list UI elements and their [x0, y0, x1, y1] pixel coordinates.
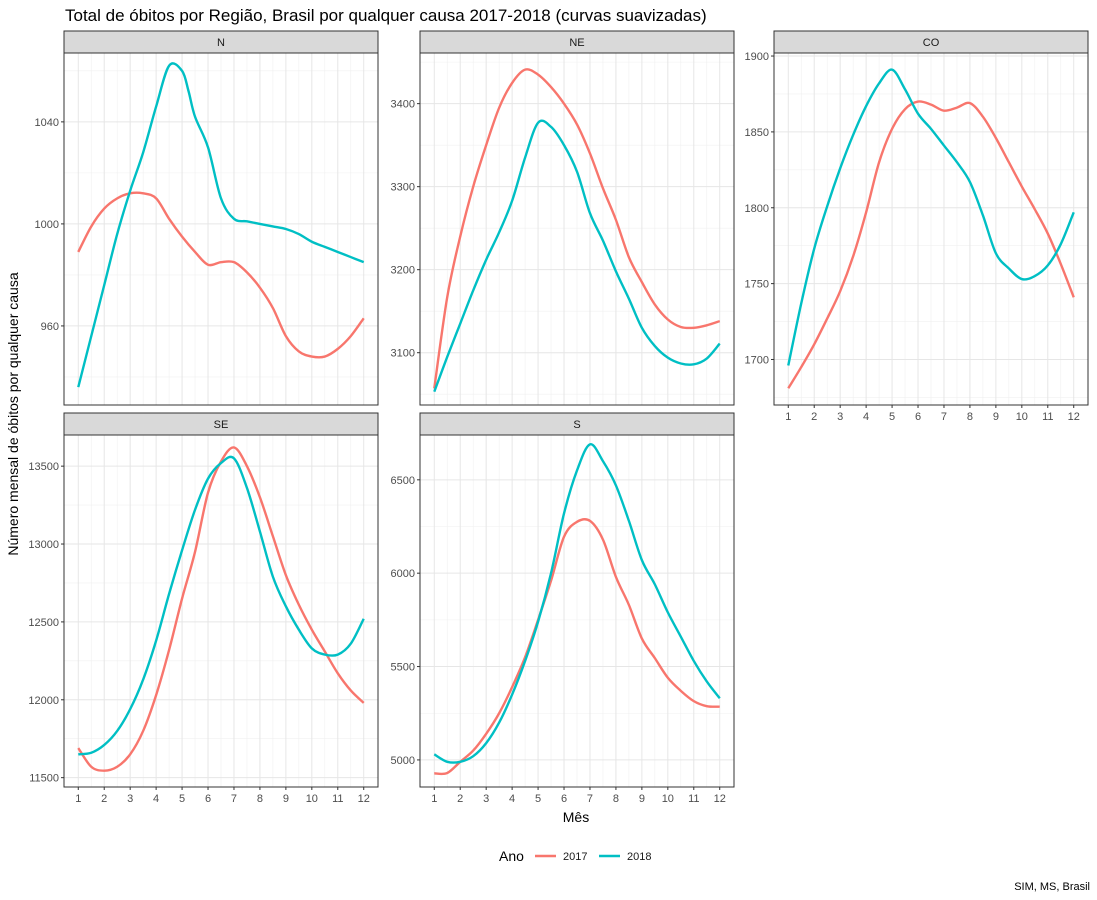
caption-source: SIM, MS, Brasil [1014, 881, 1090, 893]
chart-title: Total de óbitos por Região, Brasil por q… [65, 6, 707, 25]
x-tick-label: 6 [561, 793, 567, 805]
y-tick-label: 6500 [391, 475, 415, 487]
y-tick-label: 12000 [28, 695, 59, 707]
series-line-2017-ne [433, 68, 721, 389]
x-tick-label: 12 [714, 793, 726, 805]
x-tick-label: 3 [837, 411, 843, 423]
series-line-2018-n [77, 62, 365, 388]
x-tick-label: 6 [915, 411, 921, 423]
facet-strip-label: S [573, 419, 580, 431]
x-tick-label: 9 [639, 793, 645, 805]
y-tick-label: 1800 [745, 203, 769, 215]
x-tick-label: 5 [889, 411, 895, 423]
legend-label-2018: 2018 [627, 851, 651, 863]
facet-panel-ne: NE 3100 3200 3300 3400 [391, 30, 735, 406]
y-tick-label: 12500 [28, 617, 59, 629]
x-tick-label: 4 [509, 793, 515, 805]
y-tick-label: 1000 [35, 219, 59, 231]
x-tick-label: 11 [688, 793, 699, 805]
y-tick-label: 6000 [391, 568, 415, 580]
x-tick-label: 7 [231, 793, 237, 805]
facet-strip-label: SE [214, 419, 229, 431]
x-tick-label: 2 [811, 411, 817, 423]
x-tick-label: 10 [306, 793, 318, 805]
x-tick-label: 6 [205, 793, 211, 805]
y-tick-label: 5000 [391, 755, 415, 767]
y-tick-label: 11500 [29, 773, 59, 785]
x-tick-label: 10 [662, 793, 674, 805]
panel-border [419, 434, 735, 788]
series-line-2017-co [787, 100, 1075, 389]
panel-border [419, 52, 735, 406]
x-tick-label: 1 [785, 411, 791, 423]
y-tick-label: 1040 [35, 117, 59, 129]
legend: Ano 2017 2018 [499, 848, 651, 864]
x-tick-label: 12 [358, 793, 370, 805]
y-axis-title: Número mensal de óbitos por qualquer cau… [5, 272, 21, 555]
x-tick-label: 1 [75, 793, 81, 805]
x-tick-label: 2 [101, 793, 107, 805]
x-tick-label: 7 [941, 411, 947, 423]
series-line-2017-n [77, 191, 365, 359]
y-tick-label: 3200 [391, 265, 415, 277]
legend-title: Ano [499, 848, 524, 864]
y-tick-label: 13500 [28, 461, 59, 473]
series-line-2018-ne [433, 119, 721, 393]
x-tick-label: 12 [1068, 411, 1080, 423]
series-line-2018-s [433, 443, 721, 764]
facet-strip-label: CO [923, 37, 940, 49]
x-axis-title: Mês [563, 809, 589, 825]
x-tick-label: 1 [431, 793, 437, 805]
x-tick-label: 11 [1042, 411, 1053, 423]
x-tick-label: 8 [257, 793, 263, 805]
x-tick-label: 4 [863, 411, 869, 423]
x-tick-label: 7 [587, 793, 593, 805]
y-tick-label: 1900 [745, 51, 769, 63]
panel-border [773, 52, 1089, 406]
legend-label-2017: 2017 [563, 851, 587, 863]
facet-panel-n: N 960 1000 1040 [35, 30, 379, 406]
y-tick-label: 13000 [28, 539, 59, 551]
y-tick-label: 960 [41, 321, 59, 333]
x-tick-label: 9 [993, 411, 999, 423]
x-tick-label: 9 [283, 793, 289, 805]
y-tick-label: 5500 [391, 662, 415, 674]
x-tick-label: 5 [535, 793, 541, 805]
x-tick-label: 3 [127, 793, 133, 805]
series-line-2017-se [77, 446, 365, 772]
x-tick-label: 8 [967, 411, 973, 423]
y-tick-label: 1850 [745, 127, 769, 139]
x-tick-label: 4 [153, 793, 159, 805]
series-line-2017-s [434, 517, 720, 776]
y-tick-label: 1700 [745, 354, 769, 366]
facet-strip-label: N [217, 37, 225, 49]
y-tick-label: 1750 [745, 279, 769, 291]
panel-border [63, 434, 379, 788]
x-tick-label: 8 [613, 793, 619, 805]
y-tick-label: 3300 [391, 182, 415, 194]
x-tick-label: 11 [332, 793, 343, 805]
series-line-2018-se [78, 455, 365, 756]
y-tick-label: 3100 [391, 348, 415, 360]
facet-strip-label: NE [569, 37, 584, 49]
panel-border [63, 52, 379, 406]
x-tick-label: 10 [1016, 411, 1028, 423]
x-tick-label: 3 [483, 793, 489, 805]
x-tick-label: 5 [179, 793, 185, 805]
x-tick-label: 2 [457, 793, 463, 805]
series-line-2018-co [787, 68, 1075, 366]
y-tick-label: 3400 [391, 99, 415, 111]
facet-panels: N96010001040NE3100320033003400CO17001750… [28, 30, 1089, 805]
